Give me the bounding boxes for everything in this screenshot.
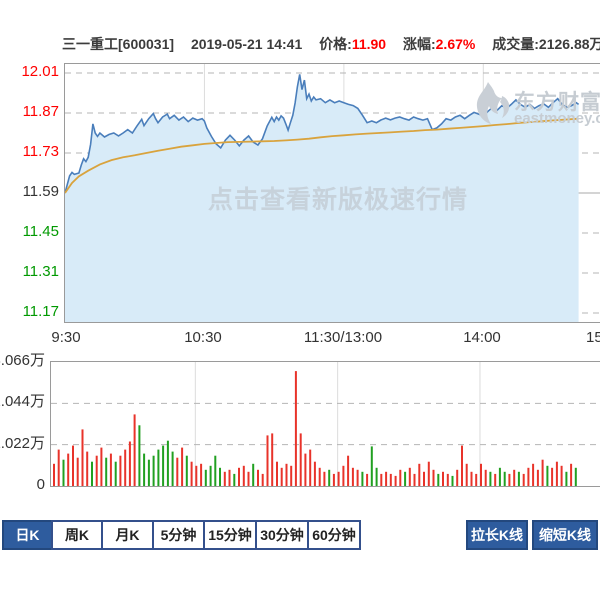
time-tick-label: 9:30 [51, 329, 81, 346]
change-field: 涨幅:2.67% [403, 36, 475, 52]
brand-watermark: 东方财富网 eastmoney.com [474, 80, 600, 135]
period-button-monthly-k[interactable]: 月K [101, 520, 154, 550]
eastmoney-logo-icon [476, 82, 510, 124]
time-tick-label: 10:30 [184, 329, 222, 346]
period-button-5min[interactable]: 5分钟 [152, 520, 205, 550]
volume-tick-label: 3.066万 [0, 352, 45, 369]
volume-tick-label: 2.044万 [0, 393, 45, 411]
price-tick-label: 12.01 [21, 63, 59, 80]
time-tick-label: 15:00 [586, 329, 600, 346]
brand-watermark-en: eastmoney.com [514, 110, 600, 127]
stretch-kline-button[interactable]: 拉长K线 [466, 520, 528, 550]
price-label: 价格: [319, 36, 352, 52]
price-tick-label: 11.17 [22, 303, 59, 320]
period-button-daily-k[interactable]: 日K [2, 520, 53, 550]
shrink-kline-button[interactable]: 缩短K线 [532, 520, 598, 550]
volume-chart[interactable] [50, 361, 600, 487]
price-tick-label: 11.87 [22, 103, 59, 120]
volume-tick-label: 0 [36, 476, 45, 493]
price-value: 11.90 [351, 36, 387, 52]
brand-watermark-cn: 东方财富网 [514, 91, 600, 114]
time-tick-label: 14:00 [463, 329, 501, 346]
period-button-weekly-k[interactable]: 周K [51, 520, 103, 550]
price-tick-label: 11.73 [22, 143, 59, 160]
volume-label: 成交量: [492, 36, 539, 52]
stock-title: 三一重工[600031] [62, 36, 175, 52]
price-tick-label: 11.45 [22, 223, 59, 240]
time-tick-label: 11:30/13:00 [303, 329, 383, 346]
period-button-15min[interactable]: 15分钟 [203, 520, 257, 550]
period-button-30min[interactable]: 30分钟 [255, 520, 309, 550]
change-value: 2.67% [435, 36, 476, 52]
change-label: 涨幅: [402, 36, 436, 52]
promo-watermark-link[interactable]: 点击查看新版极速行情 [208, 186, 469, 214]
quote-header: 三一重工[600031] 2019-05-21 14:41 价格:11.90 涨… [62, 34, 600, 54]
price-chart[interactable] [64, 63, 600, 323]
period-button-60min[interactable]: 60分钟 [307, 520, 361, 550]
volume-field: 成交量:2126.88万 [492, 36, 600, 52]
volume-tick-label: 1.022万 [0, 434, 45, 452]
volume-value: 2126.88万 [538, 36, 600, 52]
price-tick-label: 11.31 [22, 263, 59, 280]
price-field: 价格:11.90 [319, 36, 386, 52]
quote-datetime: 2019-05-21 14:41 [190, 36, 303, 52]
price-tick-label: 11.59 [22, 183, 59, 200]
